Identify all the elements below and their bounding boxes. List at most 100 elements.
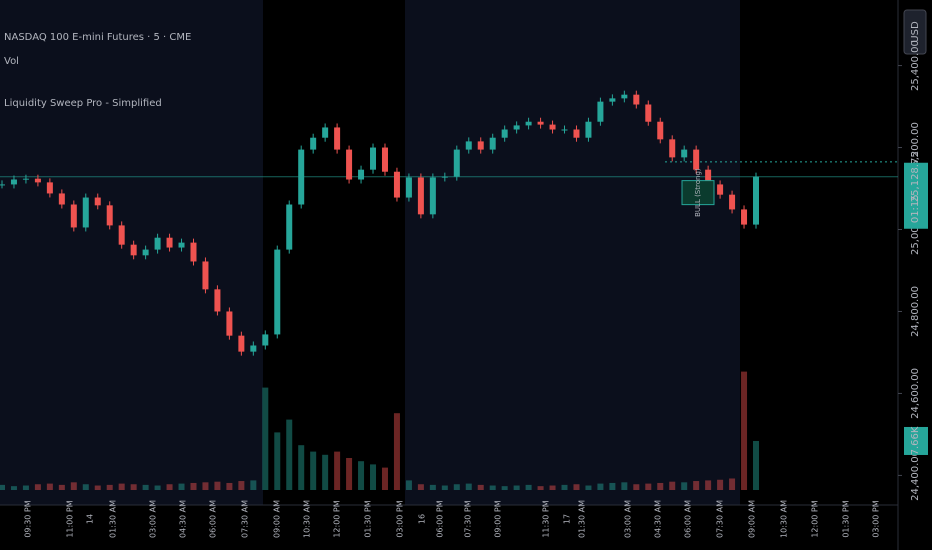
volume-bar bbox=[0, 484, 5, 490]
volume-bar bbox=[130, 484, 137, 490]
volume-tag-label: 7.66K bbox=[910, 426, 921, 455]
volume-bar bbox=[417, 484, 424, 490]
candle-body bbox=[82, 197, 89, 228]
candle-body bbox=[322, 127, 329, 138]
volume-bar bbox=[561, 484, 568, 490]
candle-body bbox=[513, 125, 520, 130]
x-tick-label: 11:30 PM bbox=[542, 500, 551, 537]
plot bbox=[0, 90, 898, 490]
price-tag bbox=[904, 162, 928, 229]
candle-body bbox=[70, 204, 77, 228]
volume-bar bbox=[178, 483, 185, 490]
candle-body bbox=[441, 176, 448, 178]
candle-body bbox=[262, 334, 269, 346]
candle-body bbox=[154, 237, 161, 250]
volume-bar bbox=[717, 479, 724, 490]
candle-body bbox=[130, 244, 137, 256]
volume-bar bbox=[609, 482, 616, 490]
candle-body bbox=[453, 149, 460, 177]
y-tick-label: 25,000.00 bbox=[910, 204, 921, 255]
volume-bar bbox=[549, 485, 556, 490]
volume-bar bbox=[693, 481, 700, 490]
volume-bar bbox=[190, 482, 197, 490]
currency-label[interactable]: USD bbox=[910, 21, 921, 43]
candle-body bbox=[142, 249, 149, 256]
x-tick-label: 12:00 PM bbox=[811, 500, 820, 537]
x-tick-label: 01:30 PM bbox=[364, 500, 373, 537]
volume-bar bbox=[310, 451, 317, 490]
candle-body bbox=[238, 335, 245, 352]
candle-body bbox=[669, 139, 676, 158]
candle-body bbox=[693, 149, 700, 170]
candle-body bbox=[370, 147, 377, 170]
candle-body bbox=[214, 289, 221, 312]
candle-body bbox=[429, 177, 436, 215]
y-tick-label: 25,200.00 bbox=[910, 122, 921, 173]
currency-button[interactable] bbox=[903, 9, 927, 55]
signal-box bbox=[681, 180, 715, 206]
candle-body bbox=[46, 182, 53, 194]
volume-bar bbox=[573, 484, 580, 490]
x-tick-label: 04:30 AM bbox=[179, 500, 188, 538]
x-tick-label: 16 bbox=[418, 514, 427, 524]
volume-bar bbox=[238, 481, 245, 490]
volume-bar bbox=[465, 483, 472, 490]
candle-body bbox=[633, 94, 640, 105]
candle-body bbox=[381, 147, 388, 172]
volume-bar bbox=[453, 484, 460, 490]
candle-body bbox=[310, 137, 317, 150]
x-tick-label: 12:00 PM bbox=[333, 500, 342, 537]
volume-bar bbox=[381, 467, 388, 490]
candle-body bbox=[298, 149, 305, 205]
volume-bar bbox=[429, 484, 436, 490]
candle-body bbox=[166, 237, 173, 248]
volume-bar bbox=[322, 454, 329, 490]
volume-bar bbox=[681, 482, 688, 490]
x-tick-label: 17 bbox=[563, 514, 572, 524]
volume-bar bbox=[489, 485, 496, 490]
candle-body bbox=[465, 141, 472, 150]
x-tick-label: 04:30 AM bbox=[654, 500, 663, 538]
volume-bar bbox=[82, 484, 89, 490]
volume-bar bbox=[118, 483, 125, 490]
candle-body bbox=[657, 121, 664, 140]
candle-body bbox=[489, 137, 496, 150]
volume-bar bbox=[274, 432, 281, 490]
volume-bar bbox=[154, 485, 161, 490]
legend-volume: Vol bbox=[4, 56, 19, 67]
candle-body bbox=[753, 176, 759, 225]
candle-body bbox=[358, 169, 365, 180]
volume-bar bbox=[525, 484, 532, 490]
x-tick-label: 06:00 PM bbox=[436, 500, 445, 537]
volume-bar bbox=[202, 482, 209, 490]
candle-body bbox=[549, 124, 556, 130]
candle-body bbox=[597, 101, 604, 122]
x-tick-label: 03:00 PM bbox=[396, 500, 405, 537]
volume-bar bbox=[370, 464, 377, 490]
x-tick-label: 10:30 AM bbox=[780, 500, 789, 538]
volume-bar bbox=[334, 451, 341, 490]
y-tick-label: 25,400.00 bbox=[910, 40, 921, 91]
candle-body bbox=[274, 249, 281, 335]
candle-body bbox=[585, 121, 592, 138]
x-tick-label: 06:00 AM bbox=[209, 500, 218, 538]
candle-body bbox=[609, 98, 616, 102]
volume-bar bbox=[537, 486, 544, 490]
y-tick-label: 24,400.00 bbox=[910, 450, 921, 501]
volume-bar bbox=[34, 484, 41, 490]
candle-body bbox=[22, 178, 29, 180]
candle-body bbox=[334, 127, 341, 150]
candle-body bbox=[501, 129, 508, 138]
volume-bar bbox=[633, 484, 640, 490]
x-tick-label: 11:00 PM bbox=[66, 500, 75, 537]
x-tick-label: 07:30 AM bbox=[716, 500, 725, 538]
countdown: 01:15 bbox=[910, 194, 921, 223]
volume-bar bbox=[729, 478, 736, 490]
x-tick-label: 01:30 AM bbox=[109, 500, 118, 538]
y-tick-label: 24,800.00 bbox=[910, 286, 921, 337]
volume-bar bbox=[441, 485, 448, 490]
candle-body bbox=[10, 179, 17, 185]
candle-body bbox=[0, 184, 5, 186]
candle-body bbox=[525, 121, 532, 126]
